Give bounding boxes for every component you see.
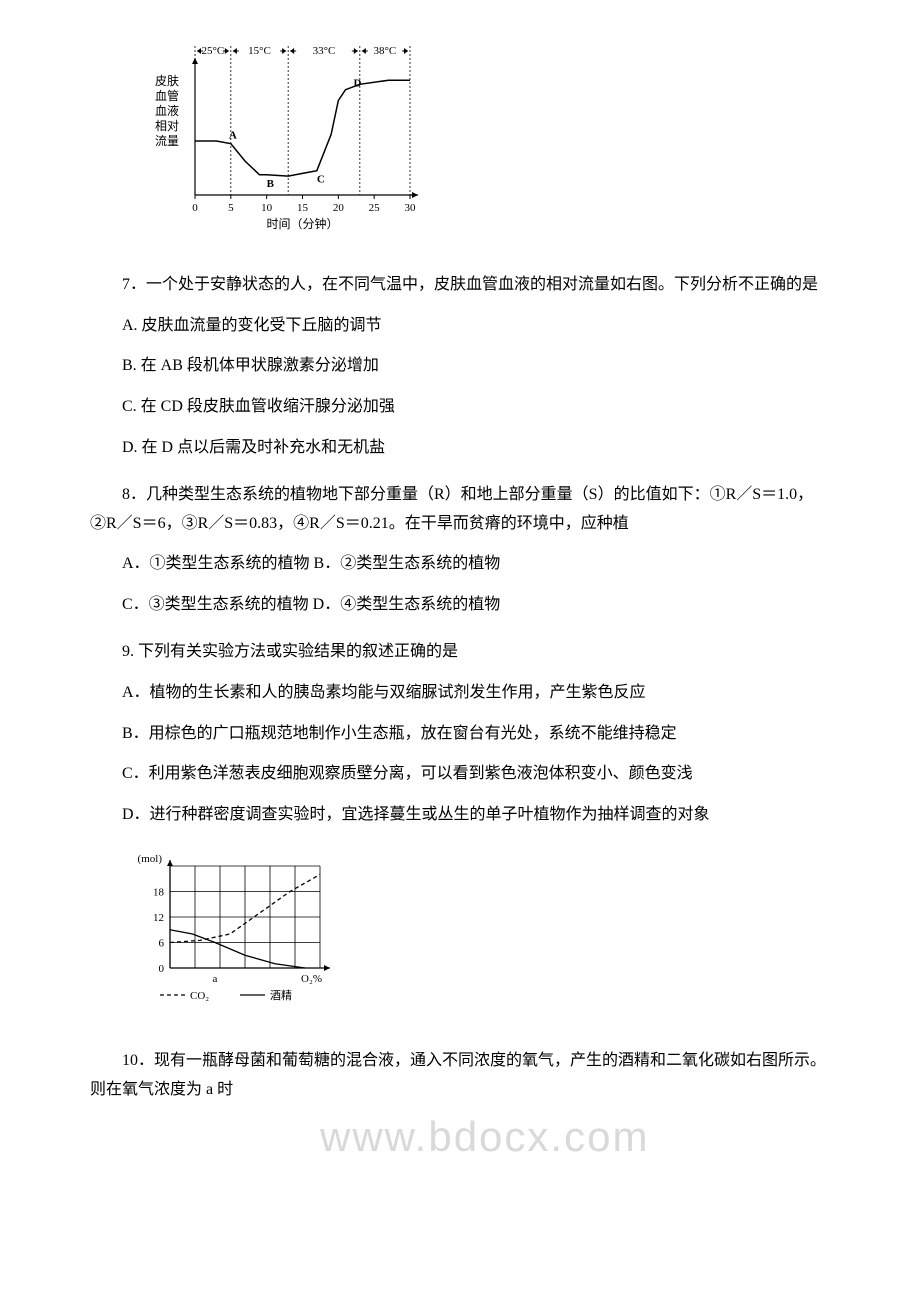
question-7: 7．一个处于安静状态的人，在不同气温中，皮肤血管血液的相对流量如右图。下列分析不…: [90, 271, 830, 463]
svg-text:12: 12: [153, 912, 164, 924]
svg-text:5: 5: [228, 202, 234, 214]
chart2-svg: 0 6 12 18 (mol) a O₂% CO₂ 酒精: [135, 848, 345, 1018]
svg-text:酒精: 酒精: [270, 989, 292, 1002]
question-8: 8．几种类型生态系统的植物地下部分重量（R）和地上部分重量（S）的比值如下：①R…: [90, 481, 830, 620]
svg-text:相对: 相对: [155, 119, 179, 133]
svg-text:20: 20: [333, 202, 345, 214]
q7-option-b: B. 在 AB 段机体甲状腺激素分泌增加: [90, 352, 830, 381]
svg-text:15: 15: [297, 202, 309, 214]
q9-option-b: B．用棕色的广口瓶规范地制作小生态瓶，放在窗台有光处，系统不能维持稳定: [90, 720, 830, 749]
svg-text:25: 25: [369, 202, 381, 214]
svg-text:25°C: 25°C: [202, 45, 225, 57]
svg-text:0: 0: [192, 202, 198, 214]
svg-text:CO₂: CO₂: [190, 990, 209, 1002]
q8-option-cd: C．③类型生态系统的植物 D．④类型生态系统的植物: [90, 591, 830, 620]
svg-text:6: 6: [159, 937, 165, 949]
question-10: 10．现有一瓶酵母菌和葡萄糖的混合液，通入不同浓度的氧气，产生的酒精和二氧化碳如…: [90, 1047, 830, 1105]
q8-option-ab: A．①类型生态系统的植物 B．②类型生态系统的植物: [90, 550, 830, 579]
svg-text:38°C: 38°C: [374, 45, 397, 57]
svg-text:(mol): (mol): [138, 853, 163, 865]
svg-text:0: 0: [159, 963, 165, 975]
q8-prompt: 8．几种类型生态系统的植物地下部分重量（R）和地上部分重量（S）的比值如下：①R…: [90, 481, 830, 539]
svg-text:18: 18: [153, 886, 165, 898]
svg-text:30: 30: [405, 202, 417, 214]
svg-text:血液: 血液: [155, 103, 179, 118]
svg-text:10: 10: [261, 202, 273, 214]
svg-text:15°C: 15°C: [248, 45, 271, 57]
svg-text:C: C: [317, 174, 325, 186]
svg-text:血管: 血管: [155, 88, 179, 103]
svg-text:33°C: 33°C: [313, 45, 336, 57]
svg-text:时间（分钟）: 时间（分钟）: [266, 216, 338, 231]
q7-option-d: D. 在 D 点以后需及时补充水和无机盐: [90, 434, 830, 463]
svg-text:O₂%: O₂%: [301, 973, 322, 985]
q7-option-c: C. 在 CD 段皮肤血管收缩汗腺分泌加强: [90, 393, 830, 422]
question-9: 9. 下列有关实验方法或实验结果的叙述正确的是 A．植物的生长素和人的胰岛素均能…: [90, 638, 830, 830]
svg-text:a: a: [213, 973, 218, 985]
watermark-text: www.bdocx.com: [320, 1099, 649, 1175]
chart1-container: 25°C 15°C 33°C 38°C 0 5 10 15 20 25 30 时间（分钟） 皮肤血管血液…: [140, 40, 830, 251]
svg-text:B: B: [267, 178, 275, 190]
svg-text:A: A: [229, 130, 237, 142]
q10-prompt: 10．现有一瓶酵母菌和葡萄糖的混合液，通入不同浓度的氧气，产生的酒精和二氧化碳如…: [90, 1047, 830, 1105]
q9-prompt: 9. 下列有关实验方法或实验结果的叙述正确的是: [90, 638, 830, 667]
q9-option-a: A．植物的生长素和人的胰岛素均能与双缩脲试剂发生作用，产生紫色反应: [90, 679, 830, 708]
q7-prompt: 7．一个处于安静状态的人，在不同气温中，皮肤血管血液的相对流量如右图。下列分析不…: [90, 271, 830, 300]
q9-option-c: C．利用紫色洋葱表皮细胞观察质壁分离，可以看到紫色液泡体积变小、颜色变浅: [90, 760, 830, 789]
svg-text:流量: 流量: [155, 134, 179, 148]
q7-option-a: A. 皮肤血流量的变化受下丘脑的调节: [90, 312, 830, 341]
chart1-svg: 25°C 15°C 33°C 38°C 0 5 10 15 20 25 30 时间（分钟） 皮肤血管血液…: [140, 40, 420, 240]
svg-text:皮肤: 皮肤: [155, 73, 179, 88]
chart2-container: 0 6 12 18 (mol) a O₂% CO₂ 酒精: [135, 848, 830, 1029]
svg-text:D: D: [354, 78, 362, 90]
q9-option-d: D．进行种群密度调查实验时，宜选择蔓生或丛生的单子叶植物作为抽样调查的对象: [90, 801, 830, 830]
